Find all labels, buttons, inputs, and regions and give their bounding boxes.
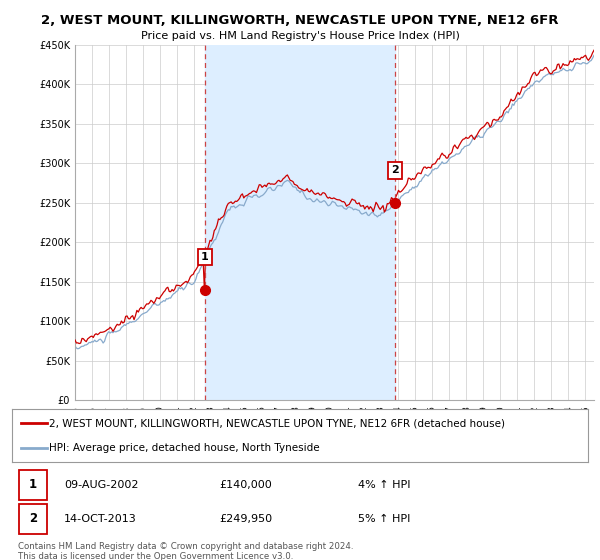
- Text: HPI: Average price, detached house, North Tyneside: HPI: Average price, detached house, Nort…: [49, 442, 320, 452]
- Text: Price paid vs. HM Land Registry's House Price Index (HPI): Price paid vs. HM Land Registry's House …: [140, 31, 460, 41]
- Text: £140,000: £140,000: [220, 479, 272, 489]
- Text: 1: 1: [29, 478, 37, 491]
- Text: 1: 1: [201, 252, 209, 262]
- Text: 5% ↑ HPI: 5% ↑ HPI: [358, 514, 410, 524]
- FancyBboxPatch shape: [19, 504, 47, 534]
- FancyBboxPatch shape: [19, 469, 47, 500]
- Text: 4% ↑ HPI: 4% ↑ HPI: [358, 479, 410, 489]
- Text: 14-OCT-2013: 14-OCT-2013: [64, 514, 137, 524]
- Text: 2, WEST MOUNT, KILLINGWORTH, NEWCASTLE UPON TYNE, NE12 6FR: 2, WEST MOUNT, KILLINGWORTH, NEWCASTLE U…: [41, 14, 559, 27]
- Text: 2, WEST MOUNT, KILLINGWORTH, NEWCASTLE UPON TYNE, NE12 6FR (detached house): 2, WEST MOUNT, KILLINGWORTH, NEWCASTLE U…: [49, 418, 505, 428]
- Text: 2: 2: [29, 512, 37, 525]
- Text: Contains HM Land Registry data © Crown copyright and database right 2024.
This d: Contains HM Land Registry data © Crown c…: [18, 542, 353, 560]
- Bar: [205, 45, 395, 400]
- Text: 09-AUG-2002: 09-AUG-2002: [64, 479, 139, 489]
- Text: 2: 2: [391, 165, 398, 175]
- Text: £249,950: £249,950: [220, 514, 272, 524]
